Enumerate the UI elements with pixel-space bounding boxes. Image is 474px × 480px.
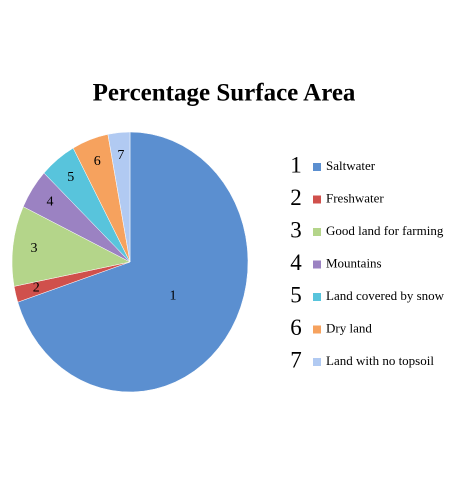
legend-number: 5 xyxy=(290,282,302,307)
legend-label: Dry land xyxy=(326,320,372,335)
slice-label: 7 xyxy=(117,148,124,163)
legend-number: 3 xyxy=(290,217,302,242)
legend-label: Mountains xyxy=(326,255,382,270)
legend-label: Freshwater xyxy=(326,190,384,205)
slice-label: 6 xyxy=(94,154,101,169)
legend-number: 2 xyxy=(290,185,302,210)
legend-number: 4 xyxy=(290,250,302,275)
slice-label: 3 xyxy=(31,241,38,256)
slice-label: 5 xyxy=(67,170,74,185)
slice-label: 4 xyxy=(46,194,53,209)
legend-swatch xyxy=(313,293,321,301)
pie-slice xyxy=(11,206,131,287)
legend-number: 1 xyxy=(290,152,302,177)
legend-label: Good land for farming xyxy=(326,223,444,238)
legend-label: Land covered by snow xyxy=(326,288,445,303)
pie-slice xyxy=(107,131,131,263)
legend-number: 7 xyxy=(290,347,302,372)
chart-title: Percentage Surface Area xyxy=(93,80,356,107)
legend-swatch xyxy=(313,325,321,334)
legend-label: Saltwater xyxy=(326,158,376,173)
legend-swatch xyxy=(313,358,321,366)
legend-swatch xyxy=(313,260,321,269)
slice-label: 1 xyxy=(169,289,176,304)
legend-swatch xyxy=(313,228,321,236)
legend-swatch xyxy=(313,195,321,204)
legend-swatch xyxy=(313,163,321,171)
legend-label: Land with no topsoil xyxy=(326,353,434,368)
legend-number: 6 xyxy=(290,315,302,340)
slice-label: 2 xyxy=(33,281,40,296)
pie-slice xyxy=(17,131,249,393)
